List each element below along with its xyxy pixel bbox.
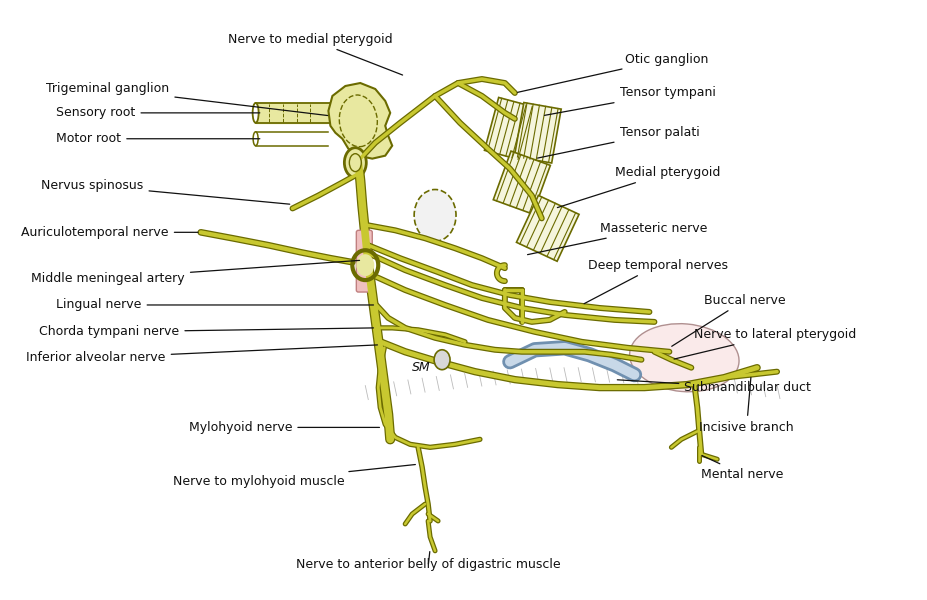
Text: Mental nerve: Mental nerve xyxy=(702,455,783,481)
Text: Chorda tympani nerve: Chorda tympani nerve xyxy=(39,325,374,338)
Ellipse shape xyxy=(414,190,456,241)
Text: Nervus spinosus: Nervus spinosus xyxy=(42,179,290,204)
Text: Tensor palati: Tensor palati xyxy=(538,126,699,158)
Text: Tensor tympani: Tensor tympani xyxy=(544,86,716,115)
Polygon shape xyxy=(485,97,535,160)
Text: Deep temporal nerves: Deep temporal nerves xyxy=(584,259,728,304)
Text: Motor root: Motor root xyxy=(57,132,260,145)
Ellipse shape xyxy=(629,323,739,392)
Polygon shape xyxy=(516,196,579,261)
Text: Middle meningeal artery: Middle meningeal artery xyxy=(32,260,360,284)
Text: Sensory root: Sensory root xyxy=(57,106,260,119)
Ellipse shape xyxy=(344,148,366,178)
Ellipse shape xyxy=(253,103,259,123)
Text: Incisive branch: Incisive branch xyxy=(699,377,794,434)
Text: Medial pterygoid: Medial pterygoid xyxy=(557,166,720,208)
FancyBboxPatch shape xyxy=(356,230,373,292)
Ellipse shape xyxy=(349,154,362,172)
Text: Nerve to anterior belly of digastric muscle: Nerve to anterior belly of digastric mus… xyxy=(296,558,561,571)
Text: Submandibular duct: Submandibular duct xyxy=(617,380,811,394)
Ellipse shape xyxy=(253,132,258,146)
Text: Lingual nerve: Lingual nerve xyxy=(57,298,374,311)
Text: Buccal nerve: Buccal nerve xyxy=(672,293,786,346)
Polygon shape xyxy=(493,151,551,214)
Ellipse shape xyxy=(434,350,450,370)
Text: Auriculotemporal nerve: Auriculotemporal nerve xyxy=(21,226,198,239)
Text: SM: SM xyxy=(413,361,431,374)
Text: Nerve to medial pterygoid: Nerve to medial pterygoid xyxy=(228,33,402,75)
Text: Nerve to mylohyoid muscle: Nerve to mylohyoid muscle xyxy=(172,464,415,488)
Polygon shape xyxy=(514,103,561,163)
Text: Nerve to lateral pterygoid: Nerve to lateral pterygoid xyxy=(674,328,857,359)
Text: Masseteric nerve: Masseteric nerve xyxy=(527,222,707,254)
Ellipse shape xyxy=(356,254,375,276)
Text: Trigeminal ganglion: Trigeminal ganglion xyxy=(46,82,327,116)
Text: Mylohyoid nerve: Mylohyoid nerve xyxy=(189,421,379,434)
Polygon shape xyxy=(328,83,392,158)
Text: Otic ganglion: Otic ganglion xyxy=(517,53,708,92)
Text: Inferior alveolar nerve: Inferior alveolar nerve xyxy=(26,345,377,364)
